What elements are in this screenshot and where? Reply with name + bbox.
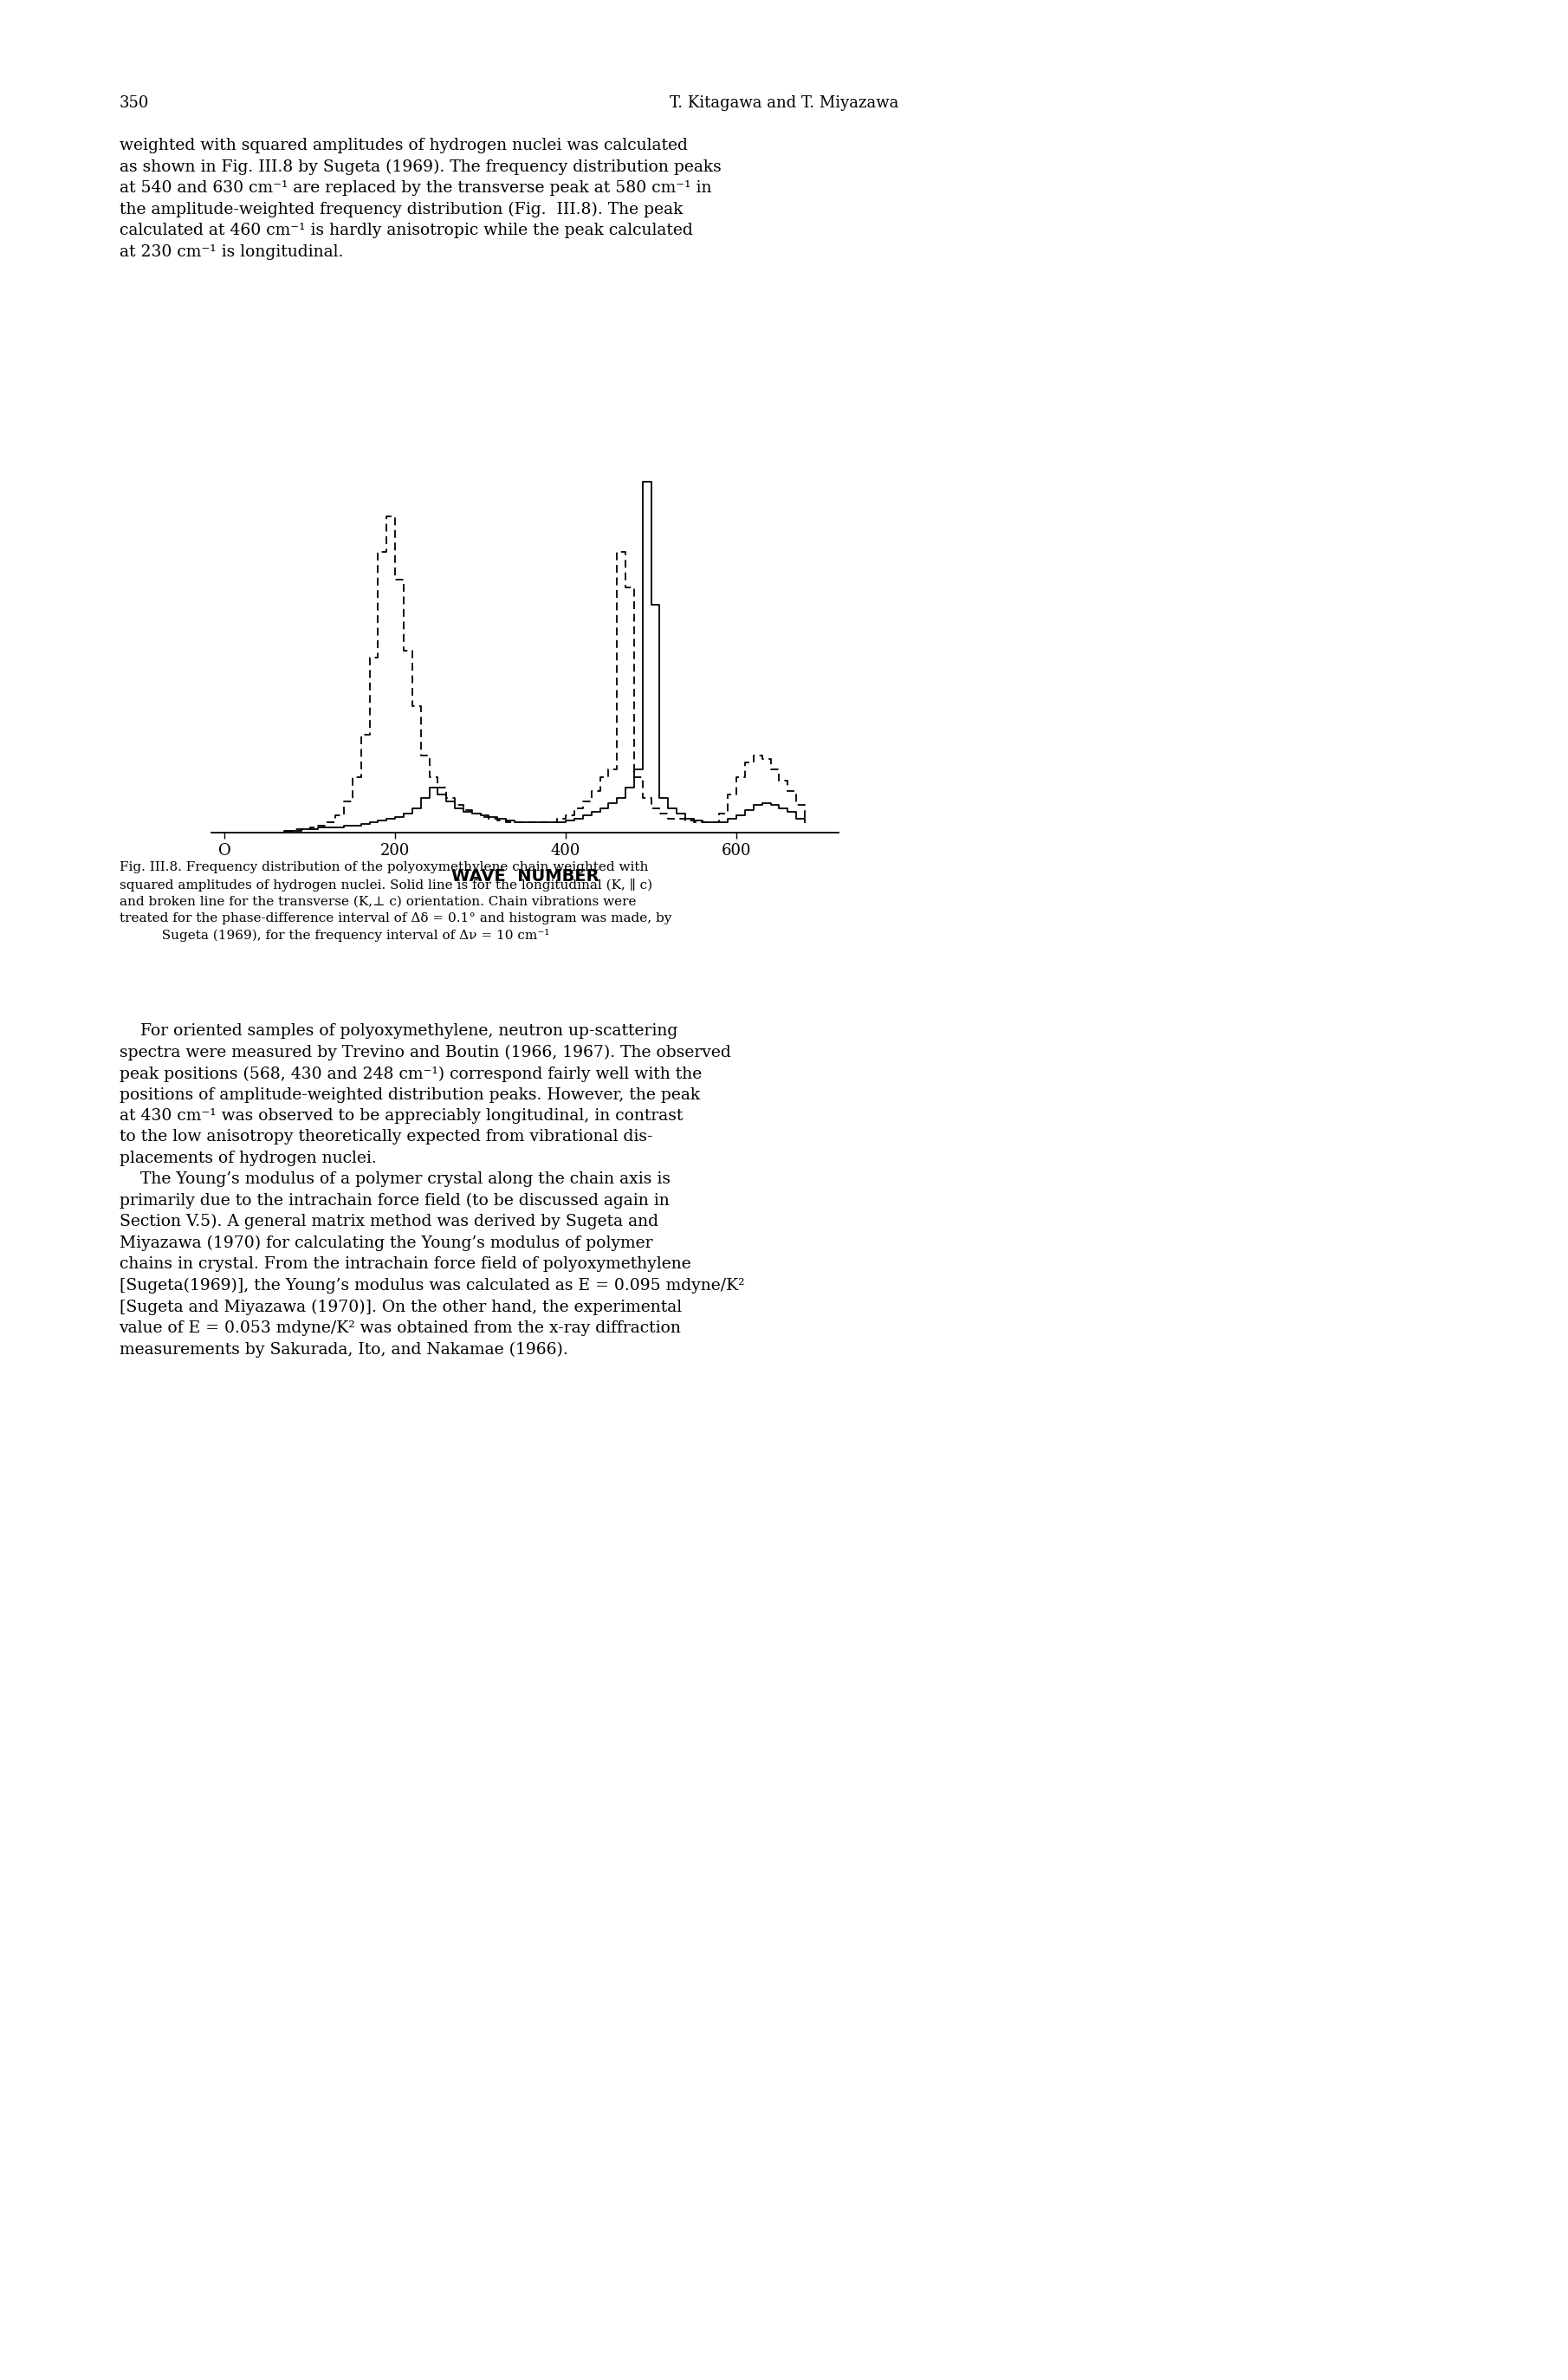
Text: weighted with squared amplitudes of hydrogen nuclei was calculated
as shown in F: weighted with squared amplitudes of hydr… (119, 138, 721, 259)
Text: For oriented samples of polyoxymethylene, neutron up-scattering
spectra were mea: For oriented samples of polyoxymethylene… (119, 1023, 745, 1357)
Text: 350: 350 (119, 95, 149, 112)
Text: T. Kitagawa and T. Miyazawa: T. Kitagawa and T. Miyazawa (670, 95, 898, 112)
Text: Fig. III.8. Frequency distribution of the polyoxymethylene chain weighted with
s: Fig. III.8. Frequency distribution of th… (119, 862, 671, 942)
X-axis label: WAVE  NUMBER: WAVE NUMBER (452, 869, 599, 885)
